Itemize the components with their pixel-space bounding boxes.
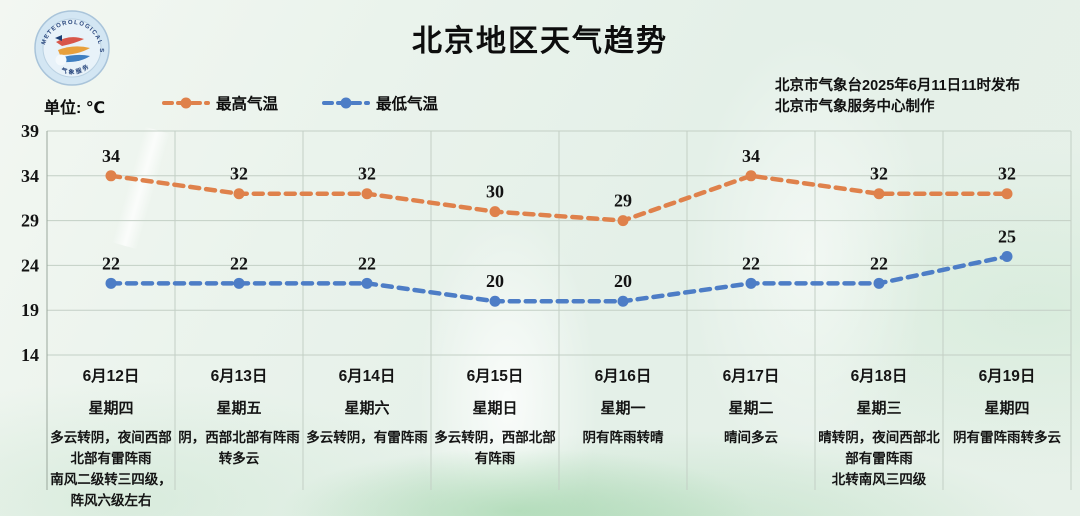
min-temp-value-label: 25 [998, 226, 1016, 246]
page-title: 北京地区天气趋势 [412, 25, 668, 58]
min-temp-value-label: 22 [358, 253, 376, 273]
meteorological-service-logo: METEOROLOGICAL SERVICE 气象服务 [32, 8, 110, 86]
max-temp-line-icon [162, 97, 210, 109]
max-temp-point [105, 170, 117, 182]
min-temp-point [361, 277, 373, 289]
min-temp-point [105, 277, 117, 289]
max-temp-value-label: 30 [486, 182, 504, 202]
publisher-info: 北京市气象台2025年6月11日11时发布 北京市气象服务中心制作 [775, 76, 1075, 118]
max-temp-point [233, 188, 245, 200]
min-temp-value-label: 22 [870, 253, 888, 273]
max-temp-value-label: 34 [102, 146, 120, 166]
logo-blue-wave [60, 54, 90, 63]
max-temp-value-label: 32 [998, 164, 1016, 184]
min-temp-point [745, 277, 757, 289]
max-temp-point [1001, 188, 1013, 200]
min-temp-value-label: 20 [486, 271, 504, 291]
max-temp-value-label: 29 [614, 191, 632, 211]
min-temp-line-icon [322, 97, 371, 109]
unit-label: 单位: ℃ [44, 100, 106, 117]
logo-cloud-icon [55, 54, 67, 66]
max-temp-value-label: 34 [742, 146, 760, 166]
max-temp-value-label: 32 [870, 164, 888, 184]
min-temp-value-label: 22 [230, 253, 248, 273]
y-axis-tick-label: 14 [21, 345, 39, 365]
max-temp-point [873, 188, 885, 200]
legend-max-label: 最高气温 [216, 96, 279, 113]
y-axis-tick-label: 24 [21, 255, 39, 275]
max-temp-line [108, 173, 1010, 223]
min-temp-line [108, 254, 1010, 304]
legend-item-max-temp: 最高气温 [162, 92, 278, 114]
min-temp-point [617, 295, 629, 307]
y-axis-tick-label: 39 [21, 121, 39, 141]
max-temp-point [489, 206, 501, 218]
max-temp-point [745, 170, 757, 182]
max-temp-value-label: 32 [230, 164, 248, 184]
min-temp-point [489, 295, 501, 307]
logo-red-wave [56, 37, 84, 46]
min-temp-point [1001, 250, 1013, 262]
max-temp-point [617, 215, 629, 227]
min-temp-point [233, 277, 245, 289]
min-temp-point [873, 277, 885, 289]
max-temp-point [361, 188, 373, 200]
min-temp-value-label: 22 [742, 253, 760, 273]
y-axis-tick-label: 19 [21, 300, 39, 320]
chart-legend: 最高气温 最低气温 [162, 92, 438, 114]
min-temp-value-label: 20 [614, 271, 632, 291]
min-temp-value-label: 22 [102, 253, 120, 273]
logo-orange-wave [58, 46, 90, 55]
legend-min-label: 最低气温 [376, 96, 439, 113]
y-axis-tick-label: 29 [21, 211, 39, 231]
publisher-release-line: 北京市气象台2025年6月11日11时发布 [775, 78, 1020, 94]
publisher-producer-line: 北京市气象服务中心制作 [775, 99, 935, 115]
logo-sail-icon [55, 35, 62, 41]
legend-item-min-temp: 最低气温 [322, 92, 438, 114]
max-temp-value-label: 32 [358, 164, 376, 184]
y-axis-tick-label: 34 [21, 166, 39, 186]
